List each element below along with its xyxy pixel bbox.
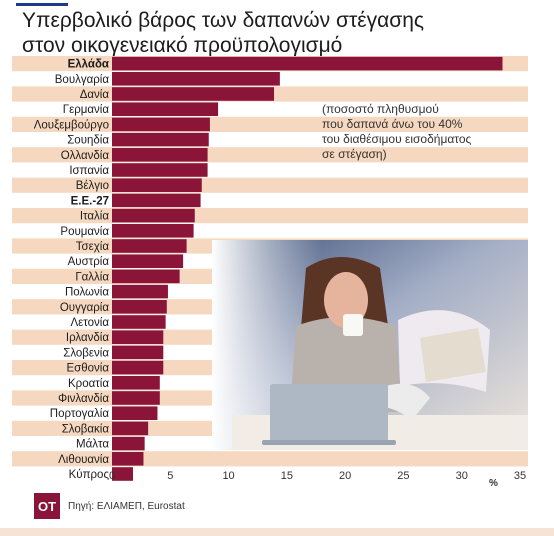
category-label: Σλοβακία	[62, 423, 110, 435]
bar	[112, 163, 208, 177]
ot-logo: OT	[34, 493, 60, 519]
note-line: που δαπανά άνω του 40%	[322, 117, 463, 131]
category-label: Ισπανία	[69, 165, 109, 177]
source-note: Πηγή: ΕΛΙΑΜΕΠ, Eurostat	[68, 501, 185, 512]
bar	[112, 87, 275, 101]
category-label: Αυστρία	[68, 256, 110, 268]
bar	[112, 406, 158, 420]
bar	[112, 391, 160, 405]
bars	[112, 56, 503, 481]
bar	[112, 148, 208, 162]
bar	[112, 421, 149, 436]
bar	[112, 224, 194, 238]
category-label: Πορτογαλία	[50, 408, 110, 420]
note-line: (ποσοστό πληθυσμού	[322, 102, 439, 116]
title-line-1: Υπερβολικό βάρος των δαπανών στέγασης	[22, 9, 425, 32]
bar	[112, 269, 180, 284]
category-label: Λετονία	[70, 317, 109, 329]
bar	[112, 360, 164, 375]
category-label: Φινλανδία	[58, 393, 109, 405]
category-label: Λιθουανία	[58, 454, 109, 466]
category-label: Ε.Ε.-27	[71, 195, 109, 207]
bar	[112, 436, 145, 451]
category-label: Ελλάδα	[68, 59, 109, 71]
bar	[112, 330, 164, 344]
category-label: Κροατία	[68, 378, 109, 390]
category-labels: Ελλάδα Βουλγαρία Δανία Γερμανία Λουξεμβούργο…	[34, 59, 110, 481]
bar	[112, 208, 195, 223]
bar	[112, 284, 168, 299]
category-label: Εσθονία	[66, 363, 109, 375]
category-label: Μάλτα	[76, 439, 109, 451]
bar	[112, 345, 164, 360]
bar	[112, 193, 201, 208]
x-tick-label: 20	[339, 470, 351, 482]
x-tick-label: 15	[281, 470, 293, 482]
category-label: Λουξεμβούργο	[34, 119, 109, 131]
bar	[112, 315, 166, 329]
bar	[112, 102, 219, 116]
category-label: Σλοβενία	[63, 347, 109, 359]
x-axis-ticks: 0 5 10 15 20 25 30 35	[109, 470, 526, 482]
x-tick-label: 5	[167, 470, 173, 482]
bar	[112, 376, 160, 390]
chart-title: Υπερβολικό βάρος των δαπανών στέγασης στ…	[22, 8, 522, 58]
x-tick-label: 25	[397, 470, 409, 482]
x-tick-label: 30	[456, 470, 468, 482]
bar-chart: Ελλάδα Βουλγαρία Δανία Γερμανία Λουξεμβούργο…	[12, 56, 528, 489]
bar	[112, 72, 280, 86]
category-label: Ουγγαρία	[60, 302, 109, 314]
woman-with-laptop-photo	[212, 240, 528, 450]
bottom-band	[0, 528, 554, 536]
category-label: Γαλλία	[75, 271, 109, 283]
category-label: Ρουμανία	[60, 226, 109, 238]
x-tick-label: 0	[109, 470, 115, 482]
x-tick-label: 10	[222, 470, 234, 482]
chart-note: (ποσοστό πληθυσμού που δαπανά άνω του 40…	[322, 102, 522, 162]
note-line: του διαθέσιμου εισοδήματος	[322, 132, 472, 146]
bar	[112, 254, 184, 268]
category-label: Ιταλία	[80, 211, 110, 223]
category-label: Γερμανία	[63, 104, 110, 116]
category-label: Πολωνία	[65, 287, 109, 299]
bar	[112, 467, 133, 481]
title-line-2: στον οικογενειακό προϋπολογισμό	[22, 34, 343, 57]
bar	[112, 117, 210, 132]
category-label: Ιρλανδία	[66, 332, 109, 344]
category-label: Βουλγαρία	[55, 74, 110, 86]
category-label: Δανία	[80, 89, 110, 101]
category-label: Ολλανδία	[61, 150, 110, 162]
bar	[112, 300, 167, 314]
bar	[112, 132, 209, 147]
bar	[112, 56, 503, 71]
x-axis-unit: %	[489, 478, 498, 489]
category-label: Σουηδία	[67, 135, 109, 147]
x-tick-label: 35	[514, 470, 526, 482]
bar	[112, 239, 187, 253]
title-accent-line	[16, 3, 68, 6]
category-label: Βέλγιο	[76, 180, 109, 192]
category-label: Κύπρος	[69, 469, 110, 481]
bar	[112, 452, 144, 466]
category-label: Τσεχία	[76, 241, 110, 253]
bar	[112, 178, 202, 192]
note-line: σε στέγαση)	[322, 147, 387, 161]
